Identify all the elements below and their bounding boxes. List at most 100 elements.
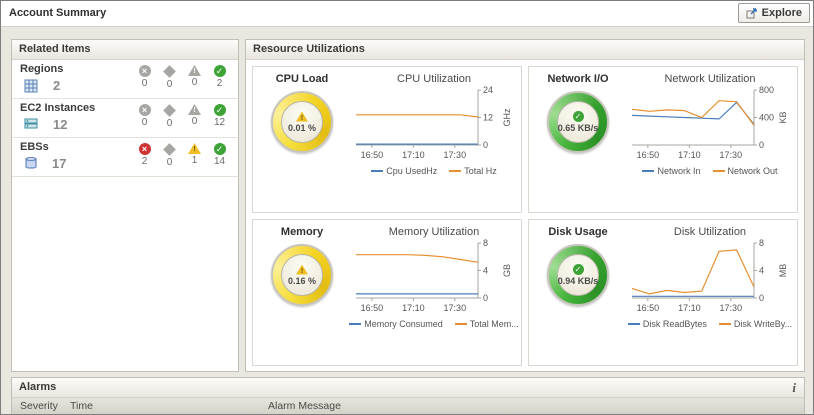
fatal-count: 0 — [141, 117, 148, 128]
cpu-load-title: CPU Load — [275, 73, 329, 85]
network-io-gauge[interactable]: ! ✓ 0.65 KB/s — [547, 91, 609, 153]
alarms-col-message[interactable]: Alarm Message — [268, 400, 341, 412]
network-utilization-plot: 0 400 800 KB 16:50 17:10 17:30 — [628, 85, 792, 168]
check-icon: ✓ — [572, 264, 584, 275]
fatal-icon: × — [138, 104, 151, 116]
svg-text:17:10: 17:10 — [402, 150, 425, 160]
warning-icon: ! — [296, 111, 308, 122]
chart-title: Network Utilization — [664, 73, 756, 85]
svg-text:16:50: 16:50 — [637, 150, 660, 160]
resource-utilizations-panel: Resource Utilizations CPU Load ! ✓ 0.01 … — [245, 39, 805, 372]
related-row-regions[interactable]: Regions 2 × 0 0 ! 0 — [12, 60, 238, 99]
related-row-ec2-instances[interactable]: EC2 Instances 12 × 0 0 ! — [12, 99, 238, 138]
disk-utilization-plot: 0 4 8 MB 16:50 17:10 17:30 — [628, 238, 792, 321]
disk-usage-title: Disk Usage — [548, 226, 608, 238]
svg-text:12: 12 — [483, 113, 493, 123]
svg-text:17:10: 17:10 — [678, 150, 701, 160]
warning-status[interactable]: ! 0 — [182, 104, 207, 129]
chart-title: Memory Utilization — [388, 226, 480, 238]
fatal-count: 0 — [141, 78, 148, 89]
row-status-summary: × 2 0 ! 1 ✓ 14 — [132, 143, 232, 168]
fatal-status[interactable]: × 2 — [132, 143, 157, 168]
fatal-icon: × — [138, 65, 151, 77]
critical-count: 0 — [166, 118, 173, 129]
critical-status[interactable]: 0 — [157, 143, 182, 168]
svg-text:KB: KB — [778, 111, 788, 123]
normal-count: 2 — [216, 78, 223, 89]
svg-text:17:10: 17:10 — [402, 303, 425, 313]
svg-text:400: 400 — [759, 113, 774, 123]
warning-icon: ! — [188, 65, 201, 76]
svg-text:800: 800 — [759, 85, 774, 95]
cpu-utilization-chart[interactable]: CPU Utilization 0 12 24 GHz 16:50 17:10 17:30 … — [349, 71, 519, 208]
warning-icon: ! — [188, 143, 201, 154]
chart-title: Disk Utilization — [673, 226, 747, 238]
alarms-header-row: Severity Time Alarm Message — [12, 398, 804, 414]
warning-icon: ! — [296, 264, 308, 275]
alarms-col-time[interactable]: Time — [70, 400, 93, 412]
regions-icon — [24, 79, 38, 92]
warning-count: 0 — [191, 77, 198, 88]
svg-text:17:30: 17:30 — [444, 303, 467, 313]
check-icon: ✓ — [572, 111, 584, 122]
disk-utilization-chart[interactable]: Disk Utilization 0 4 8 MB 16:50 17:10 17:30 Di… — [625, 224, 795, 361]
chart-legend: Memory Consumed Total Mem... — [349, 319, 519, 329]
related-row-ebss[interactable]: EBSs 17 × 2 0 ! 1 — [12, 138, 238, 177]
normal-status[interactable]: ✓ 2 — [207, 65, 232, 90]
svg-text:GB: GB — [502, 264, 512, 277]
memory-title: Memory — [280, 226, 324, 238]
normal-count: 14 — [213, 156, 226, 167]
memory-utilization-plot: 0 4 8 GB 16:50 17:10 17:30 — [352, 238, 516, 321]
normal-status[interactable]: ✓ 12 — [207, 104, 232, 129]
fatal-icon: × — [138, 143, 151, 155]
disk-cell: Disk Usage ! ✓ 0.94 KB/s Disk Utilizatio… — [528, 219, 798, 366]
fatal-status[interactable]: × 0 — [132, 65, 157, 90]
chart-legend: Network In Network Out — [642, 166, 778, 176]
memory-gauge[interactable]: ! ✓ 0.16 % — [271, 244, 333, 306]
chart-title: CPU Utilization — [397, 73, 471, 85]
svg-text:17:30: 17:30 — [720, 150, 743, 160]
cpu-load-gauge[interactable]: ! ✓ 0.01 % — [271, 91, 333, 153]
related-items-panel: Related Items Regions 2 × 0 0 — [11, 39, 239, 372]
memory-utilization-chart[interactable]: Memory Utilization 0 4 8 GB 16:50 17:10 17:30 … — [349, 224, 519, 361]
alarms-col-severity[interactable]: Severity — [20, 400, 58, 412]
warning-count: 0 — [191, 116, 198, 127]
row-count: 12 — [53, 117, 68, 132]
row-label: Regions — [20, 63, 64, 75]
cpu-cell: CPU Load ! ✓ 0.01 % CPU Utilization 0 12 2… — [252, 66, 522, 213]
memory-value: 0.16 % — [287, 275, 317, 286]
row-count: 17 — [52, 156, 67, 171]
cpu-load-value: 0.01 % — [287, 122, 317, 133]
svg-text:16:50: 16:50 — [361, 303, 384, 313]
normal-icon: ✓ — [213, 104, 226, 116]
critical-status[interactable]: 0 — [157, 104, 182, 129]
top-bar: Account Summary Explore — [1, 1, 813, 27]
svg-text:17:30: 17:30 — [720, 303, 743, 313]
fatal-count: 2 — [141, 156, 148, 167]
warning-status[interactable]: ! 1 — [182, 143, 207, 168]
ec2-instances-icon — [24, 118, 38, 128]
svg-text:17:30: 17:30 — [444, 150, 467, 160]
disk-usage-gauge[interactable]: ! ✓ 0.94 KB/s — [547, 244, 609, 306]
svg-text:8: 8 — [483, 238, 488, 248]
explore-button[interactable]: Explore — [737, 3, 810, 23]
page-title: Account Summary — [9, 7, 107, 19]
normal-icon: ✓ — [213, 65, 226, 77]
fatal-status[interactable]: × 0 — [132, 104, 157, 129]
alarms-panel: Alarms i Severity Time Alarm Message — [11, 377, 805, 414]
svg-text:16:50: 16:50 — [361, 150, 384, 160]
svg-text:4: 4 — [759, 266, 764, 276]
normal-count: 12 — [213, 117, 226, 128]
normal-status[interactable]: ✓ 14 — [207, 143, 232, 168]
network-io-value: 0.65 KB/s — [557, 123, 599, 133]
svg-text:8: 8 — [759, 238, 764, 248]
svg-text:0: 0 — [759, 140, 764, 150]
warning-count: 1 — [191, 155, 198, 166]
warning-status[interactable]: ! 0 — [182, 65, 207, 90]
network-utilization-chart[interactable]: Network Utilization 0 400 800 KB 16:50 17:10 1… — [625, 71, 795, 208]
info-icon[interactable]: i — [792, 380, 796, 395]
critical-status[interactable]: 0 — [157, 65, 182, 90]
svg-text:16:50: 16:50 — [637, 303, 660, 313]
resource-grid: CPU Load ! ✓ 0.01 % CPU Utilization 0 12 2… — [246, 60, 804, 372]
